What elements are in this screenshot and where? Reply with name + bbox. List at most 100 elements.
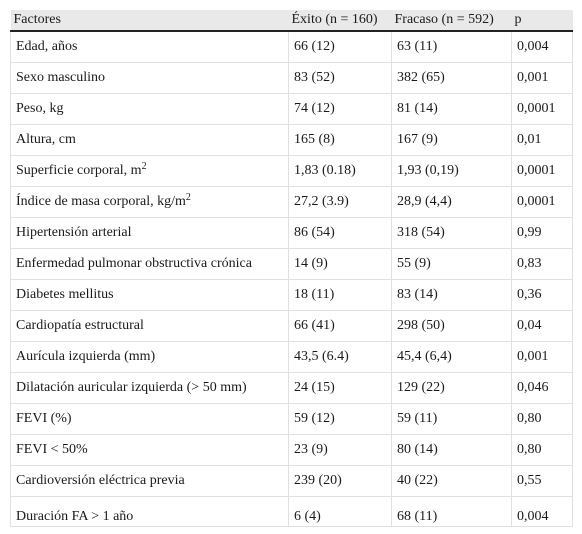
cell-factor: Dilatación auricular izquierda (> 50 mm) [10, 372, 289, 404]
cell-p: 0,046 [511, 372, 573, 404]
cell-exito: 24 (15) [288, 372, 392, 404]
cell-fracaso: 45,4 (6,4) [391, 341, 512, 373]
cell-exito: 23 (9) [288, 434, 392, 466]
factor-label: Peso, kg [16, 100, 64, 116]
cell-p: 0,04 [511, 310, 573, 342]
cell-fracaso: 81 (14) [391, 93, 512, 125]
factor-label: Dilatación auricular izquierda (> 50 mm) [16, 379, 247, 395]
cell-exito: 43,5 (6.4) [288, 341, 392, 373]
factor-label: Aurícula izquierda (mm) [16, 348, 156, 364]
cell-factor: Duración FA > 1 año [10, 496, 289, 527]
table-body: Edad, años 66 (12) 63 (11) 0,004 Sexo mascul… [10, 31, 573, 527]
cell-exito: 83 (52) [288, 62, 392, 94]
cell-p: 0,99 [511, 217, 573, 249]
factor-label: Cardiopatía estructural [16, 317, 144, 333]
cell-exito: 59 (12) [288, 403, 392, 435]
factor-label: Enfermedad pulmonar obstructiva crónica [16, 255, 252, 271]
cell-factor: Aurícula izquierda (mm) [10, 341, 289, 373]
cell-fracaso: 1,93 (0,19) [391, 155, 512, 187]
cell-p: 0,55 [511, 465, 573, 497]
cell-fracaso: 318 (54) [391, 217, 512, 249]
table-header: Factores Éxito (n = 160) Fracaso (n = 59… [10, 10, 573, 32]
cell-factor: FEVI (%) [10, 403, 289, 435]
table-row: Duración FA > 1 año 6 (4) 68 (11) 0,004 [10, 496, 573, 527]
cell-exito: 14 (9) [288, 248, 392, 280]
table-row: Edad, años 66 (12) 63 (11) 0,004 [10, 31, 573, 63]
cell-fracaso: 68 (11) [391, 496, 512, 527]
cell-p: 0,001 [511, 341, 573, 373]
cell-p: 0,001 [511, 62, 573, 94]
cell-p: 0,0001 [511, 93, 573, 125]
cell-exito: 27,2 (3.9) [288, 186, 392, 218]
table-row: Enfermedad pulmonar obstructiva crónica 1… [10, 248, 573, 280]
table-row: Dilatación auricular izquierda (> 50 mm)… [10, 372, 573, 404]
cell-factor: Enfermedad pulmonar obstructiva crónica [10, 248, 289, 280]
cell-exito: 66 (41) [288, 310, 392, 342]
header-p: p [511, 10, 573, 32]
cell-factor: Hipertensión arterial [10, 217, 289, 249]
unit-superscript: 2 [185, 191, 191, 203]
factor-label: Edad, años [16, 38, 78, 54]
table-row: Altura, cm 165 (8) 167 (9) 0,01 [10, 124, 573, 156]
cell-factor: Índice de masa corporal, kg/m2 [10, 186, 289, 218]
header-fracaso: Fracaso (n = 592) [391, 10, 512, 32]
cell-p: 0,80 [511, 434, 573, 466]
table-row: Sexo masculino 83 (52) 382 (65) 0,001 [10, 62, 573, 94]
cell-p: 0,0001 [511, 155, 573, 187]
cell-p: 0,0001 [511, 186, 573, 218]
factor-label: FEVI (%) [16, 410, 72, 426]
cell-fracaso: 59 (11) [391, 403, 512, 435]
factor-label: Sexo masculino [16, 69, 106, 85]
cell-fracaso: 167 (9) [391, 124, 512, 156]
cell-factor: Cardioversión eléctrica previa [10, 465, 289, 497]
table-row: Peso, kg 74 (12) 81 (14) 0,0001 [10, 93, 573, 125]
cell-factor: FEVI < 50% [10, 434, 289, 466]
cell-fracaso: 83 (14) [391, 279, 512, 311]
cell-exito: 66 (12) [288, 31, 392, 63]
cell-exito: 239 (20) [288, 465, 392, 497]
cell-p: 0,01 [511, 124, 573, 156]
cell-fracaso: 382 (65) [391, 62, 512, 94]
table-row: Cardioversión eléctrica previa 239 (20) 40… [10, 465, 573, 497]
header-exito: Éxito (n = 160) [288, 10, 392, 32]
cell-factor: Sexo masculino [10, 62, 289, 94]
header-row: Factores Éxito (n = 160) Fracaso (n = 59… [10, 10, 573, 32]
table-row: FEVI (%) 59 (12) 59 (11) 0,80 [10, 403, 573, 435]
cell-fracaso: 28,9 (4,4) [391, 186, 512, 218]
factors-table: Factores Éxito (n = 160) Fracaso (n = 59… [10, 10, 573, 527]
table-row: Índice de masa corporal, kg/m2 27,2 (3.9)… [10, 186, 573, 218]
factor-label: Índice de masa corporal, kg/m [16, 193, 186, 209]
cell-p: 0,36 [511, 279, 573, 311]
table-row: Aurícula izquierda (mm) 43,5 (6.4) 45,4 (6… [10, 341, 573, 373]
cell-exito: 165 (8) [288, 124, 392, 156]
table-row: Hipertensión arterial 86 (54) 318 (54) 0,99 [10, 217, 573, 249]
cell-p: 0,80 [511, 403, 573, 435]
cell-factor: Superficie corporal, m2 [10, 155, 289, 187]
factor-label: Superficie corporal, m [16, 162, 142, 178]
cell-factor: Altura, cm [10, 124, 289, 156]
table-row: Diabetes mellitus 18 (11) 83 (14) 0,36 [10, 279, 573, 311]
cell-fracaso: 129 (22) [391, 372, 512, 404]
factor-label: Hipertensión arterial [16, 224, 132, 240]
cell-factor: Peso, kg [10, 93, 289, 125]
unit-superscript: 2 [141, 160, 147, 172]
cell-p: 0,83 [511, 248, 573, 280]
cell-p: 0,004 [511, 496, 573, 527]
cell-fracaso: 80 (14) [391, 434, 512, 466]
cell-factor: Cardiopatía estructural [10, 310, 289, 342]
table-container: Factores Éxito (n = 160) Fracaso (n = 59… [10, 10, 573, 527]
table-row: Cardiopatía estructural 66 (41) 298 (50) 0,… [10, 310, 573, 342]
table-row: FEVI < 50% 23 (9) 80 (14) 0,80 [10, 434, 573, 466]
cell-exito: 6 (4) [288, 496, 392, 527]
cell-fracaso: 298 (50) [391, 310, 512, 342]
factor-label: Diabetes mellitus [16, 286, 114, 302]
cell-fracaso: 55 (9) [391, 248, 512, 280]
factor-label: Duración FA > 1 año [16, 508, 134, 524]
cell-factor: Edad, años [10, 31, 289, 63]
cell-factor: Diabetes mellitus [10, 279, 289, 311]
factor-label: FEVI < 50% [16, 441, 88, 457]
cell-exito: 74 (12) [288, 93, 392, 125]
header-factores: Factores [10, 10, 289, 32]
table-row: Superficie corporal, m2 1,83 (0.18) 1,93 (… [10, 155, 573, 187]
cell-exito: 86 (54) [288, 217, 392, 249]
